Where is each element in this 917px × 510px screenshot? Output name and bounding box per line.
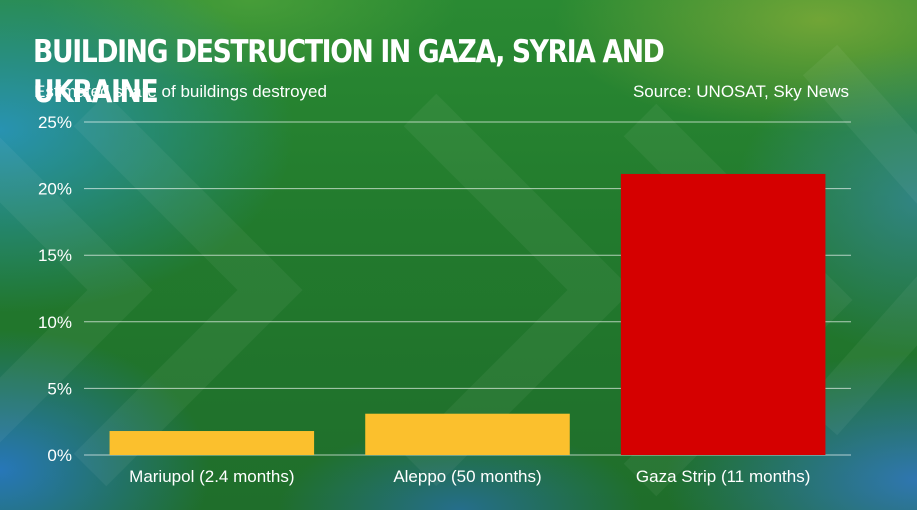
y-tick-label: 0% (47, 446, 72, 465)
x-tick-label: Mariupol (2.4 months) (129, 467, 294, 486)
x-tick-label: Aleppo (50 months) (393, 467, 541, 486)
y-tick-label: 20% (38, 180, 72, 199)
chart-title: BUILDING DESTRUCTION IN GAZA, SYRIA AND … (33, 34, 665, 110)
y-tick-label: 10% (38, 313, 72, 332)
bar (365, 413, 570, 455)
chart-subtitle: Estimated share of buildings destroyed (34, 82, 327, 101)
bar (109, 431, 315, 455)
x-tick-label: Gaza Strip (11 months) (636, 467, 810, 486)
bar (620, 173, 826, 455)
y-tick-label: 5% (47, 379, 72, 398)
y-tick-label: 15% (38, 246, 72, 265)
y-tick-label: 25% (38, 113, 72, 132)
chart-source: Source: UNOSAT, Sky News (632, 82, 849, 101)
